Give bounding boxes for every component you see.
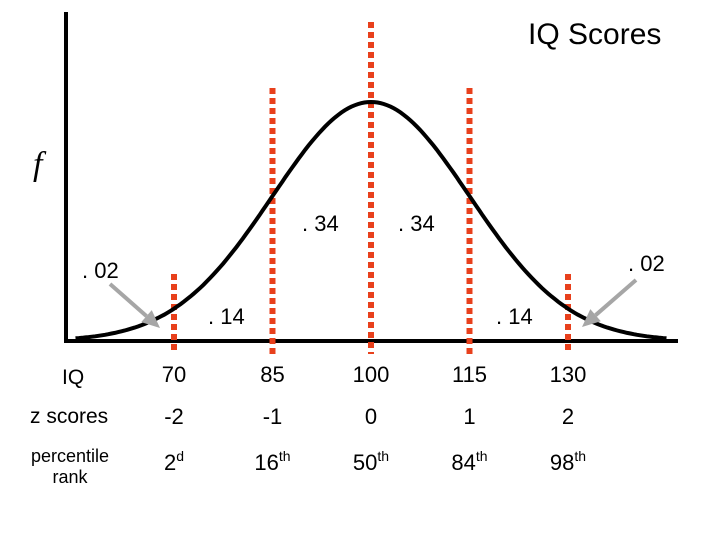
proportion-right-outer: . 14 (496, 304, 533, 329)
iq-value: 70 (161, 362, 187, 387)
z-score-value: 1 (463, 404, 476, 429)
z-score-value: -1 (262, 404, 283, 429)
z-score-value: 2 (561, 404, 575, 429)
y-axis-label: f (33, 146, 43, 183)
percentile-value: 84th (451, 448, 488, 475)
normal-curve (75, 99, 667, 341)
row-label-iq: IQ (62, 366, 85, 389)
iq-value: 115 (451, 362, 488, 387)
row-label-percentile: percentile rank (30, 446, 110, 487)
percentile-value: 50th (352, 448, 390, 475)
iq-value: 85 (260, 362, 285, 387)
arrow-left-tail (108, 282, 160, 328)
percentile-value: 2d (163, 448, 185, 475)
chart-title: IQ Scores (528, 18, 662, 51)
proportion-right-center: . 34 (398, 211, 435, 236)
proportion-left-center: . 34 (302, 211, 339, 236)
proportion-left-tail: . 02 (82, 258, 119, 283)
row-label-z: z scores (30, 405, 109, 428)
iq-value: 130 (549, 362, 587, 387)
z-score-value: 0 (364, 404, 378, 429)
z-score-value: -2 (164, 404, 184, 429)
proportion-right-tail: . 02 (628, 251, 665, 276)
percentile-value: 16th (254, 448, 291, 475)
percentile-value: 98th (549, 448, 587, 475)
arrow-right-tail (582, 278, 638, 327)
proportion-left-outer: . 14 (208, 304, 245, 329)
iq-value: 100 (352, 362, 390, 387)
